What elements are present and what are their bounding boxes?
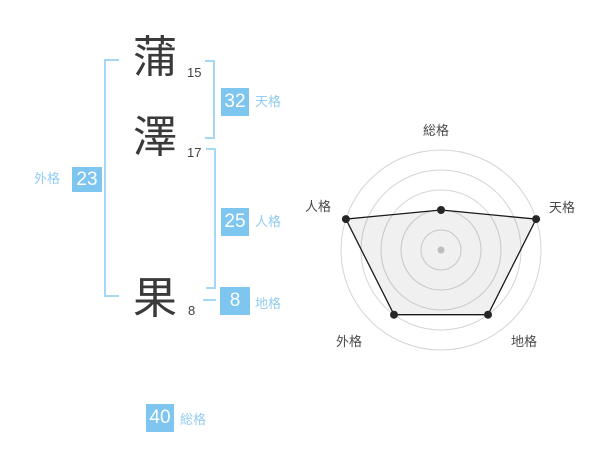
name-char-3-strokes: 8 — [188, 303, 196, 318]
jinkaku-value-box: 25 — [221, 208, 249, 236]
radar-axis-label-jinkaku: 人格 — [304, 199, 332, 214]
name-char-2: 澤 — [133, 113, 177, 162]
name-char-3: 果 — [133, 274, 177, 323]
radar-axis-label-tenkaku: 天格 — [548, 200, 576, 215]
radar-axis-label-gaikaku: 外格 — [335, 334, 363, 349]
gaikaku-bracket — [104, 59, 119, 297]
name-char-1-strokes: 15 — [187, 65, 202, 80]
tenkaku-bracket — [205, 60, 215, 139]
gaikaku-value-box: 23 — [72, 167, 102, 192]
chikaku-label: 地格 — [255, 296, 282, 311]
radar-chart — [340, 149, 542, 351]
name-char-1: 蒲 — [133, 33, 177, 82]
radar-axis-label-chikaku: 地格 — [510, 334, 538, 349]
tenkaku-value-box: 32 — [221, 88, 249, 116]
name-char-2-strokes: 17 — [187, 145, 202, 160]
jinkaku-label: 人格 — [255, 214, 282, 229]
soukaku-value-box: 40 — [146, 404, 174, 432]
soukaku-label: 総格 — [180, 412, 207, 427]
tenkaku-label: 天格 — [255, 94, 282, 109]
jinkaku-bracket — [206, 148, 216, 289]
radar-axis-label-soukaku: 総格 — [422, 123, 450, 138]
chikaku-value-box: 8 — [220, 287, 250, 315]
chikaku-dash — [203, 299, 216, 301]
gaikaku-label: 外格 — [34, 171, 61, 186]
